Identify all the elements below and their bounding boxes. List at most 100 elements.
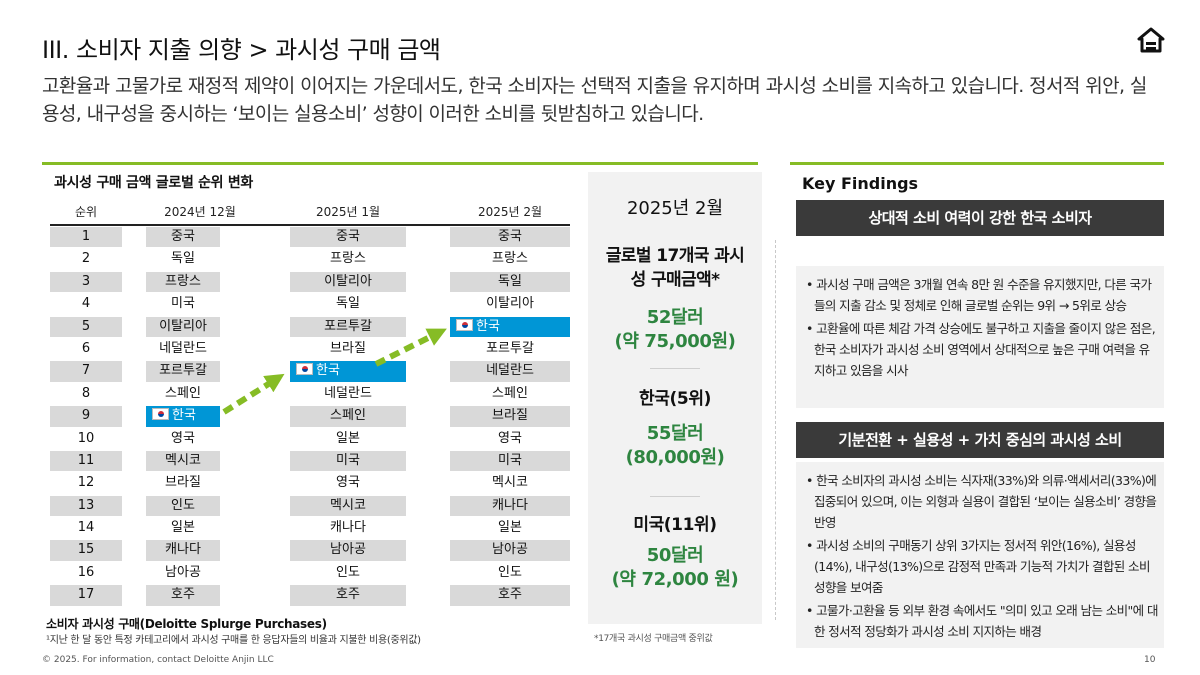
summary-divider [650,368,700,369]
cell-jan: 호주 [290,585,406,606]
summary-us-value-krw: (약 72,000 원) [611,569,739,590]
col-header-dec-2024: 2024년 12월 [164,205,236,219]
cell-feb: 남아공 [450,540,570,561]
highlight-country-label: 한국 [172,408,196,424]
cell-rank: 8 [50,383,122,405]
ranking-table-title: 과시성 구매 금액 글로벌 순위 변화 [54,175,253,191]
copyright-text: © 2025. For information, contact Deloitt… [42,655,274,665]
cell-jan: 영국 [290,473,406,494]
cell-rank: 14 [50,518,122,539]
ranking-table: 순위 2024년 12월 2025년 1월 2025년 2월 1 중국 중국 중국 2 독… [50,196,570,607]
summary-global-value-krw: (약 75,000원) [614,331,736,352]
table-row: 4 미국 독일 이탈리아 [50,293,570,315]
cell-rank: 6 [50,338,122,360]
table-row: 15 캐나다 남아공 남아공 [50,539,570,561]
cell-dec: 브라질 [146,473,220,494]
ranking-table-body: 1 중국 중국 중국 2 독일 프랑스 프랑스 3 프랑스 이탈리아 독일 4 미국 독일 이탈리아 5 이탈리아… [50,226,570,607]
cell-jan: 멕시코 [290,495,406,517]
cell-rank: 13 [50,495,122,517]
cell-dec: 남아공 [146,562,220,584]
col-header-jan-2025: 2025년 1월 [315,205,381,219]
summary-footnote: *17개국 과시성 구매금액 중위값 [594,634,713,644]
table-row: 7 포르투갈 한국 네덜란드 [50,360,570,382]
cell-rank: 1 [50,227,122,248]
cell-rank: 12 [50,473,122,494]
cell-jan: 한국 [290,361,406,382]
finding-bullet: • 고환율에 따른 체감 가격 상승에도 불구하고 지출을 줄이지 않은 점은,… [806,321,1156,378]
cell-jan: 독일 [290,294,406,315]
cell-dec: 이탈리아 [146,316,220,337]
finding-bullet: • 과시성 구매 금액은 3개월 연속 8만 원 수준을 유지했지만, 다른 국… [806,277,1152,313]
highlight-country-label: 한국 [316,363,340,379]
cell-feb: 일본 [450,518,570,539]
ranking-table-header: 순위 2024년 12월 2025년 1월 2025년 2월 [50,196,570,226]
cell-jan: 이탈리아 [290,271,406,293]
page-subtitle: 고환율과 고물가로 재정적 제약이 이어지는 가운데서도, 한국 소비자는 선택… [42,75,1147,125]
cell-feb: 포르투갈 [450,338,570,360]
summary-global-title: 글로벌 17개국 과시성 구매금액* [605,246,745,290]
summary-panel: 2025년 2월 글로벌 17개국 과시성 구매금액* 52달러 (약 75,0… [588,172,762,624]
finding-bullet: • 과시성 소비의 구매동기 상위 3가지는 정서적 위안(16%), 실용성(… [806,538,1150,595]
cell-feb: 캐나다 [450,495,570,517]
finding-heading-1: 상대적 소비 여력이 강한 한국 소비자 [796,200,1164,236]
page-title: III. 소비자 지출 의향 > 과시성 구매 금액 [42,36,441,64]
cell-jan: 네덜란드 [290,383,406,405]
finding-box-2: • 한국 소비자의 과시성 소비는 식자재(33%)와 의류·액세서리(33%)… [796,462,1164,648]
cell-jan: 포르투갈 [290,316,406,337]
summary-korea-value-usd: 55달러 [646,423,704,444]
cell-dec: 네덜란드 [146,338,220,360]
summary-global-value-usd: 52달러 [646,307,704,328]
key-findings-title: Key Findings [802,174,919,193]
cell-feb: 호주 [450,585,570,606]
finding-box-1: • 과시성 구매 금액은 3개월 연속 8만 원 수준을 유지했지만, 다른 국… [796,266,1164,408]
cell-jan: 인도 [290,562,406,584]
finding-bullet: • 한국 소비자의 과시성 소비는 식자재(33%)와 의류·액세서리(33%)… [806,473,1157,530]
cell-rank: 4 [50,294,122,315]
page-number: 10 [1144,655,1156,665]
cell-rank: 7 [50,361,122,382]
cell-dec: 호주 [146,585,220,606]
cell-rank: 5 [50,316,122,337]
cell-rank: 3 [50,271,122,293]
cell-dec: 포르투갈 [146,361,220,382]
table-row: 9 한국 스페인 브라질 [50,405,570,427]
table-row: 13 인도 멕시코 캐나다 [50,495,570,517]
cell-rank: 9 [50,406,122,427]
table-row: 11 멕시코 미국 미국 [50,450,570,472]
cell-feb: 중국 [450,227,570,248]
korea-flag-icon [296,363,313,376]
table-footnote-title: 소비자 과시성 구매(Deloitte Splurge Purchases) [46,617,327,631]
cell-rank: 2 [50,249,122,270]
cell-rank: 16 [50,562,122,584]
summary-divider [650,496,700,497]
cell-feb: 영국 [450,428,570,449]
cell-jan: 프랑스 [290,249,406,270]
summary-korea-value-krw: (80,000원) [625,447,725,468]
summary-us-value-usd: 50달러 [646,545,704,566]
finding-bullet: • 고물가·고환율 등 외부 환경 속에서도 "의미 있고 오래 남는 소비"에… [806,603,1158,639]
cell-jan: 미국 [290,450,406,472]
cell-dec: 중국 [146,227,220,248]
cell-jan: 캐나다 [290,518,406,539]
cell-jan: 남아공 [290,540,406,561]
right-section-rule [790,162,1164,165]
table-footnote-text: ¹지난 한 달 동안 특정 카테고리에서 과시성 구매를 한 응답자들의 비율과… [46,635,421,646]
cell-rank: 15 [50,540,122,561]
cell-rank: 10 [50,428,122,449]
cell-dec: 멕시코 [146,450,220,472]
highlight-country-label: 한국 [476,318,500,334]
cell-feb: 인도 [450,562,570,584]
cell-rank: 11 [50,450,122,472]
summary-month: 2025년 2월 [626,198,724,219]
table-row: 17 호주 호주 호주 [50,584,570,606]
cell-dec: 한국 [146,406,220,427]
korea-flag-icon [456,318,473,331]
cell-jan: 중국 [290,227,406,248]
cell-jan: 스페인 [290,406,406,427]
summary-korea-label: 한국(5위) [639,389,711,409]
cell-feb: 멕시코 [450,473,570,494]
home-icon[interactable] [1136,26,1166,54]
table-row: 2 독일 프랑스 프랑스 [50,248,570,270]
cell-dec: 영국 [146,428,220,449]
cell-dec: 인도 [146,495,220,517]
